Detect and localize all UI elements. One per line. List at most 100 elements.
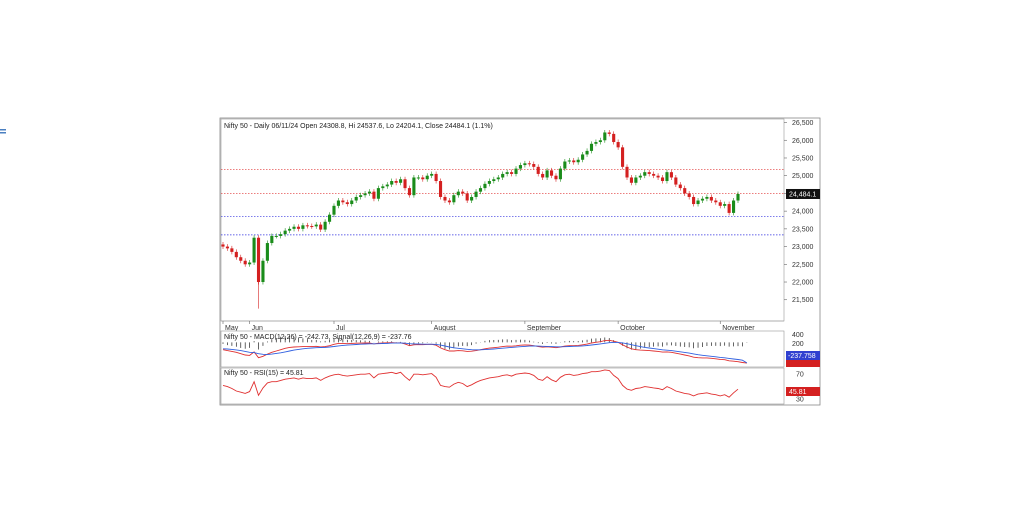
candle-body [510, 172, 514, 174]
candle-body [625, 166, 629, 178]
candle-body [327, 214, 332, 222]
candle-body [589, 143, 594, 151]
candle-body [700, 198, 705, 201]
candle-body [319, 224, 323, 230]
candle-body [536, 166, 540, 174]
candle-body [656, 175, 660, 178]
candle-body [541, 173, 545, 178]
rsi-last-badge: 45.81 [786, 387, 820, 396]
candle-body [581, 154, 585, 160]
candle-body [438, 181, 443, 197]
candle-body [412, 177, 416, 196]
candle-body [505, 172, 509, 174]
candle-body [736, 193, 740, 201]
signal-last-badge-box [786, 360, 820, 367]
candle-body [376, 188, 380, 199]
candle-body [447, 200, 451, 203]
macd-signal-line [222, 341, 748, 364]
candle-body [669, 172, 673, 178]
candle-body [621, 147, 625, 167]
rsi-last-label: 45.81 [789, 389, 807, 396]
candle-body [283, 230, 287, 235]
candle-body [647, 172, 651, 174]
candle-body [612, 133, 616, 143]
price-plot-area [220, 118, 785, 322]
candle-body [359, 195, 363, 197]
candle-body [252, 237, 256, 263]
price-pane-title: Nifty 50 - Daily 06/11/24 Open 24308.8, … [224, 123, 493, 130]
price-tick-label: 25,500 [792, 155, 814, 162]
candle-body [683, 188, 687, 194]
candle-body [336, 200, 340, 206]
rsi-last-badge-box [786, 387, 820, 396]
candle-body [350, 200, 354, 205]
rsi-plot-area [220, 367, 785, 405]
candle-body [549, 170, 554, 176]
candle-body [585, 150, 589, 155]
candle-body [452, 195, 456, 203]
time-tick-label: Jun [252, 325, 263, 332]
candle-body [523, 163, 527, 166]
candlesticks [221, 129, 740, 309]
candle-body [714, 200, 718, 203]
rsi-line [222, 369, 739, 398]
candle-body [692, 196, 696, 205]
candle-body [305, 225, 309, 227]
candle-body [243, 260, 247, 265]
candle-body [399, 179, 403, 183]
time-axis: May Jun Jul August September October November [221, 320, 784, 332]
time-tick-label: November [722, 325, 755, 332]
macd-line [222, 339, 747, 364]
candle-body [634, 177, 638, 183]
price-tick-label: 22,500 [792, 262, 814, 269]
price-tick-label: 23,000 [792, 244, 814, 251]
page-edge-marker-2 [0, 132, 6, 134]
candle-body [678, 184, 682, 189]
candle-body [501, 173, 505, 178]
candle-body [248, 262, 252, 265]
candle-body [598, 140, 602, 143]
candle-body [416, 177, 420, 179]
candle-body [629, 177, 634, 183]
candle-body [643, 172, 647, 176]
rsi-y-axis: 70 30 [796, 372, 804, 404]
candle-body [563, 161, 567, 169]
candle-body [270, 235, 274, 244]
price-tick-label: 24,000 [792, 209, 814, 216]
rsi-pane: 70 30 Nifty 50 - RSI(15) = 45.81 45.81 [220, 367, 820, 405]
candle-body [256, 237, 261, 283]
candle-body [323, 221, 327, 230]
rsi-pane-label: Nifty 50 - RSI(15) = 45.81 [224, 370, 304, 377]
macd-last-badge: -237.758 [786, 351, 820, 367]
time-tick-label: October [620, 325, 646, 332]
macd-last-badge-box [786, 351, 820, 360]
candle-body [527, 163, 531, 165]
rsi-tick-label: 30 [796, 397, 804, 404]
candle-body [518, 165, 523, 169]
candle-body [390, 181, 394, 185]
candle-body [474, 191, 478, 197]
macd-plot-area [220, 330, 785, 368]
candle-body [301, 225, 305, 229]
candle-body [470, 196, 474, 201]
candle-body [430, 173, 434, 176]
candle-body [465, 193, 469, 201]
candle-body [652, 173, 656, 176]
page-edge-marker [0, 129, 6, 131]
candle-body [723, 204, 727, 206]
candle-body [425, 175, 429, 180]
candle-body [732, 200, 736, 213]
candle-body [274, 235, 278, 237]
candle-body [492, 179, 496, 182]
candle-body [532, 164, 536, 167]
candle-body [292, 226, 296, 229]
candle-body [456, 191, 460, 196]
candle-body [576, 159, 580, 163]
candle-body [616, 142, 620, 148]
candle-body [279, 234, 283, 236]
candle-body [709, 196, 713, 201]
candle-body [314, 224, 318, 227]
price-tick-label: 25,000 [792, 173, 814, 180]
